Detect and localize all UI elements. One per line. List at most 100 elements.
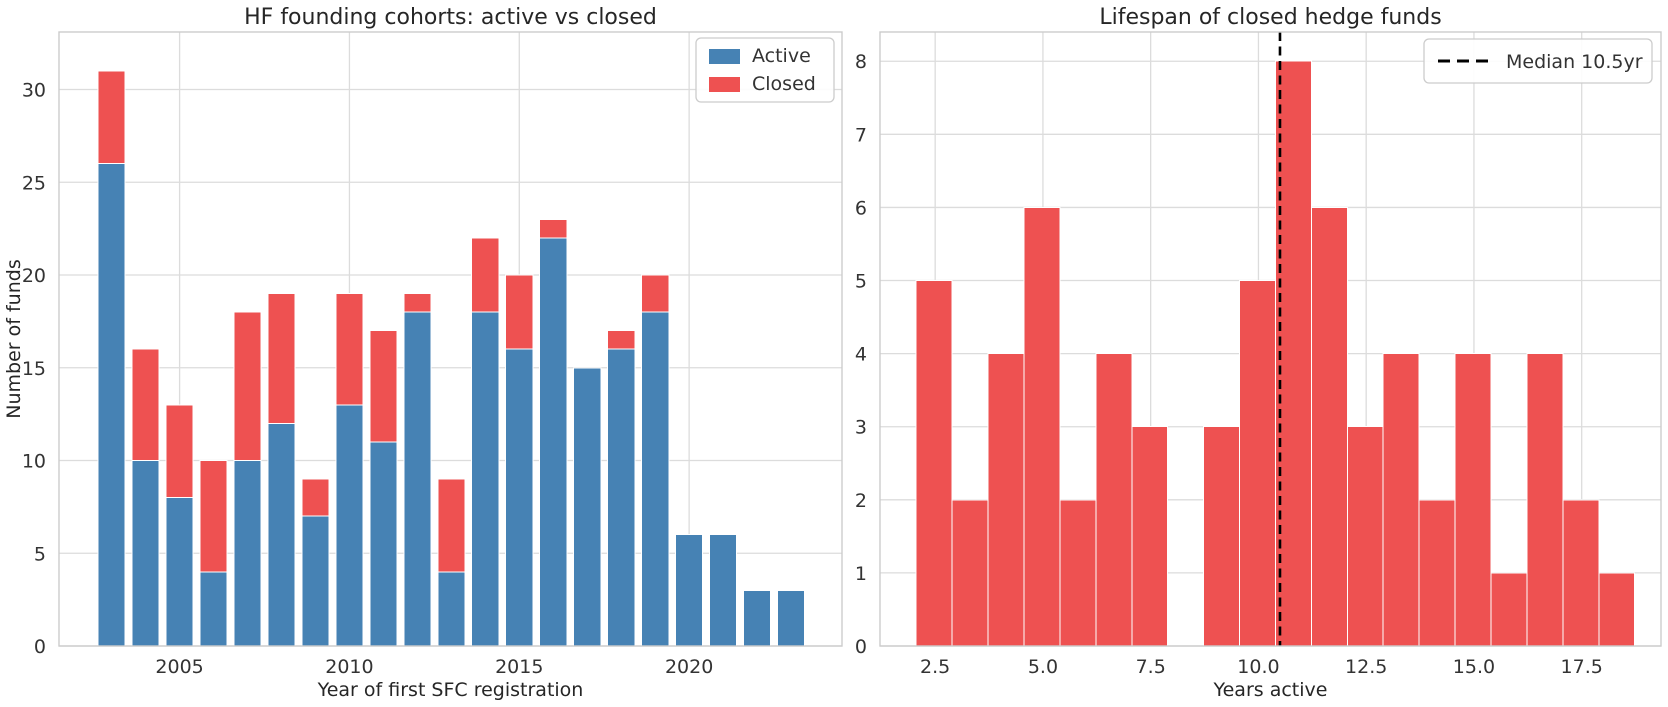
bar-active (335, 404, 364, 647)
plot-border (58, 31, 843, 647)
bar-closed (505, 274, 534, 350)
y-tick-label: 8 (855, 51, 867, 73)
chart-title: Lifespan of closed hedge funds (1099, 5, 1441, 30)
bar-active (165, 497, 194, 647)
y-tick-label: 6 (855, 197, 867, 219)
bar-active (369, 441, 398, 647)
y-tick-label: 25 (22, 172, 46, 194)
y-tick-label: 0 (855, 636, 867, 658)
bar-active (742, 589, 772, 647)
y-tick-label: 30 (22, 80, 46, 102)
y-tick-label: 5 (855, 271, 867, 293)
bar-closed (267, 293, 296, 424)
bar-closed (403, 293, 432, 313)
y-tick-label: 7 (855, 124, 867, 146)
bar-active (709, 534, 738, 647)
lifespan-chart: 2.5 5.0 7.5 10.0 12.5 15.0 17.5 0 1 2 3 4 5 6 7 8 Lifesp… (855, 5, 1662, 701)
bar-closed (539, 218, 568, 239)
histogram-bar (1562, 499, 1600, 647)
bar-active (573, 367, 602, 647)
bars-layer (97, 70, 806, 647)
legend-swatch-active (709, 49, 740, 64)
bar-active (301, 515, 330, 647)
x-tick-label: 2015 (495, 656, 543, 678)
bar-active (675, 534, 704, 647)
histogram-bar (1131, 426, 1169, 647)
y-tick-label: 5 (34, 543, 46, 565)
bar-closed (437, 478, 466, 573)
x-tick-label: 2005 (155, 656, 203, 678)
bar-active (776, 589, 806, 647)
histogram-bar (1490, 572, 1528, 647)
bar-active (641, 311, 670, 647)
bar-closed (369, 330, 398, 443)
bar-active (131, 460, 160, 647)
histogram-bar (951, 499, 989, 647)
bar-active (539, 237, 568, 647)
y-tick-label: 15 (22, 358, 46, 380)
x-tick-label: 15.0 (1453, 656, 1495, 678)
legend-label-closed: Closed (752, 73, 816, 95)
bar-active (233, 460, 262, 647)
x-tick-label: 7.5 (1136, 656, 1166, 678)
bar-closed (199, 460, 228, 573)
bar-closed (97, 70, 126, 165)
y-tick-label: 0 (34, 636, 46, 658)
x-tick-label: 2.5 (920, 656, 950, 678)
legend: Median 10.5yr (1423, 38, 1653, 84)
y-tick-label: 4 (855, 344, 867, 366)
bar-closed (131, 348, 160, 462)
bar-active (97, 163, 126, 647)
bar-active (199, 571, 228, 647)
histogram-bar (1598, 572, 1636, 647)
tick-labels: 2005 2010 2015 2020 0 5 10 15 20 25 30 (22, 80, 714, 678)
plot-border (879, 31, 1662, 647)
bar-active (437, 571, 466, 647)
histogram-bar (987, 353, 1025, 647)
histogram-bar (1454, 353, 1492, 647)
x-tick-label: 2010 (325, 656, 373, 678)
histogram-bar (1095, 353, 1133, 647)
bar-active (505, 348, 534, 647)
bar-closed (165, 404, 194, 499)
legend-box (1423, 38, 1653, 84)
bar-active (607, 348, 636, 647)
y-tick-label: 1 (855, 563, 867, 585)
y-tick-label: 20 (22, 265, 46, 287)
histogram-bar (1418, 499, 1456, 647)
x-tick-label: 12.5 (1345, 656, 1387, 678)
bar-closed (641, 274, 670, 313)
bar-closed (301, 478, 330, 517)
bar-active (267, 422, 296, 647)
x-tick-label: 5.0 (1028, 656, 1058, 678)
histogram-bar (1310, 206, 1348, 647)
bar-active (403, 311, 432, 647)
histogram-bar (1346, 426, 1384, 647)
bar-closed (335, 293, 364, 406)
legend-label-active: Active (752, 45, 811, 67)
histogram-bar (1203, 426, 1241, 647)
x-tick-label: 10.0 (1237, 656, 1279, 678)
histogram-bar (1526, 353, 1564, 647)
histogram-bar (1239, 280, 1276, 647)
bar-closed (233, 311, 262, 462)
legend: Active Closed (695, 37, 835, 103)
x-tick-label: 2020 (665, 656, 713, 678)
tick-labels: 2.5 5.0 7.5 10.0 12.5 15.0 17.5 0 1 2 3 4 5 6 7 8 (855, 51, 1603, 678)
x-tick-label: 17.5 (1561, 656, 1603, 678)
histogram-bar (1023, 206, 1061, 647)
bar-closed (471, 237, 500, 313)
histogram-bar (1274, 60, 1312, 647)
bar-active (471, 311, 500, 647)
legend-swatch-closed (709, 77, 740, 92)
x-axis-label: Year of first SFC registration (317, 679, 584, 701)
histogram-bar (915, 280, 953, 647)
legend-label-median: Median 10.5yr (1506, 51, 1643, 73)
histogram-bar (1059, 499, 1097, 647)
bars-layer (915, 60, 1636, 647)
chart-title: HF founding cohorts: active vs closed (244, 5, 657, 30)
y-tick-label: 10 (22, 451, 46, 473)
histogram-bar (1382, 353, 1420, 647)
